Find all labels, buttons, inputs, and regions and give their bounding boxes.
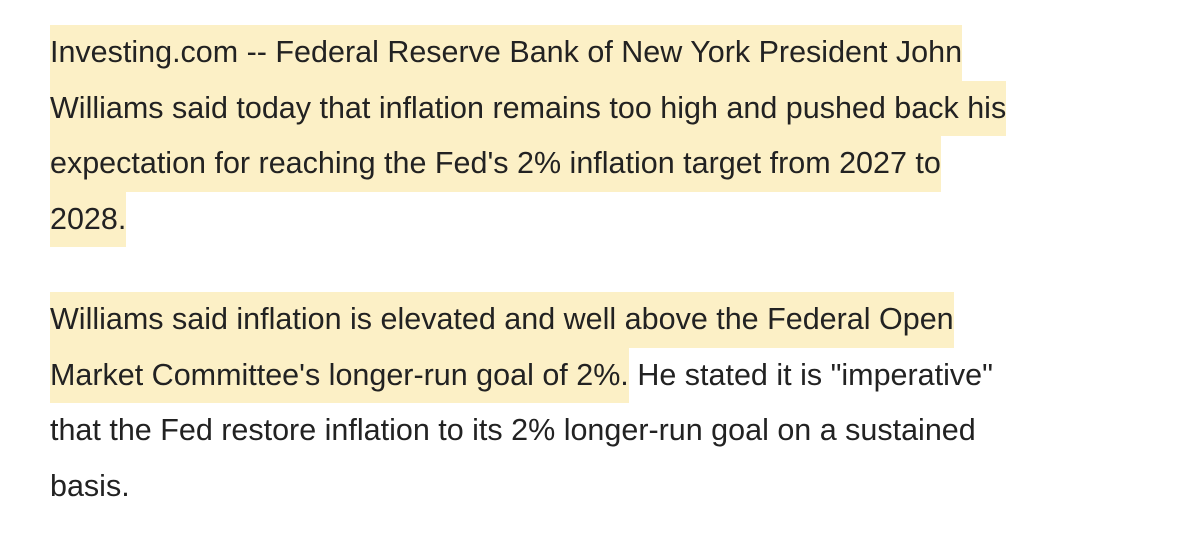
text-line: Williams said today that inflation remai… — [50, 80, 1180, 136]
text-line: Williams said inflation is elevated and … — [50, 292, 1180, 348]
highlighted-text: Williams said inflation is elevated and … — [50, 292, 954, 348]
highlighted-text: Market Committee's longer-run goal of 2%… — [50, 347, 629, 403]
article-body: Investing.com -- Federal Reserve Bank of… — [50, 25, 1180, 559]
text-line: Investing.com -- Federal Reserve Bank of… — [50, 25, 1180, 81]
plain-text: basis. — [50, 468, 130, 503]
text-line: basis. — [50, 459, 1180, 515]
paragraph: Investing.com -- Federal Reserve Bank of… — [50, 25, 1180, 247]
highlighted-text: Williams said today that inflation remai… — [50, 80, 1007, 136]
paragraph: Williams said inflation is elevated and … — [50, 292, 1180, 514]
text-line: that the Fed restore inflation to its 2%… — [50, 403, 1180, 459]
plain-text: He stated it is "imperative" — [637, 357, 993, 392]
highlighted-text: expectation for reaching the Fed's 2% in… — [50, 136, 941, 192]
text-line: 2028. — [50, 191, 1180, 247]
text-line: expectation for reaching the Fed's 2% in… — [50, 136, 1180, 192]
plain-text: that the Fed restore inflation to its 2%… — [50, 413, 976, 447]
highlighted-text: Investing.com -- Federal Reserve Bank of… — [50, 25, 963, 81]
text-line: Market Committee's longer-run goal of 2%… — [50, 347, 1180, 403]
highlighted-text: 2028. — [50, 191, 127, 247]
page: Investing.com -- Federal Reserve Bank of… — [50, 25, 1007, 503]
